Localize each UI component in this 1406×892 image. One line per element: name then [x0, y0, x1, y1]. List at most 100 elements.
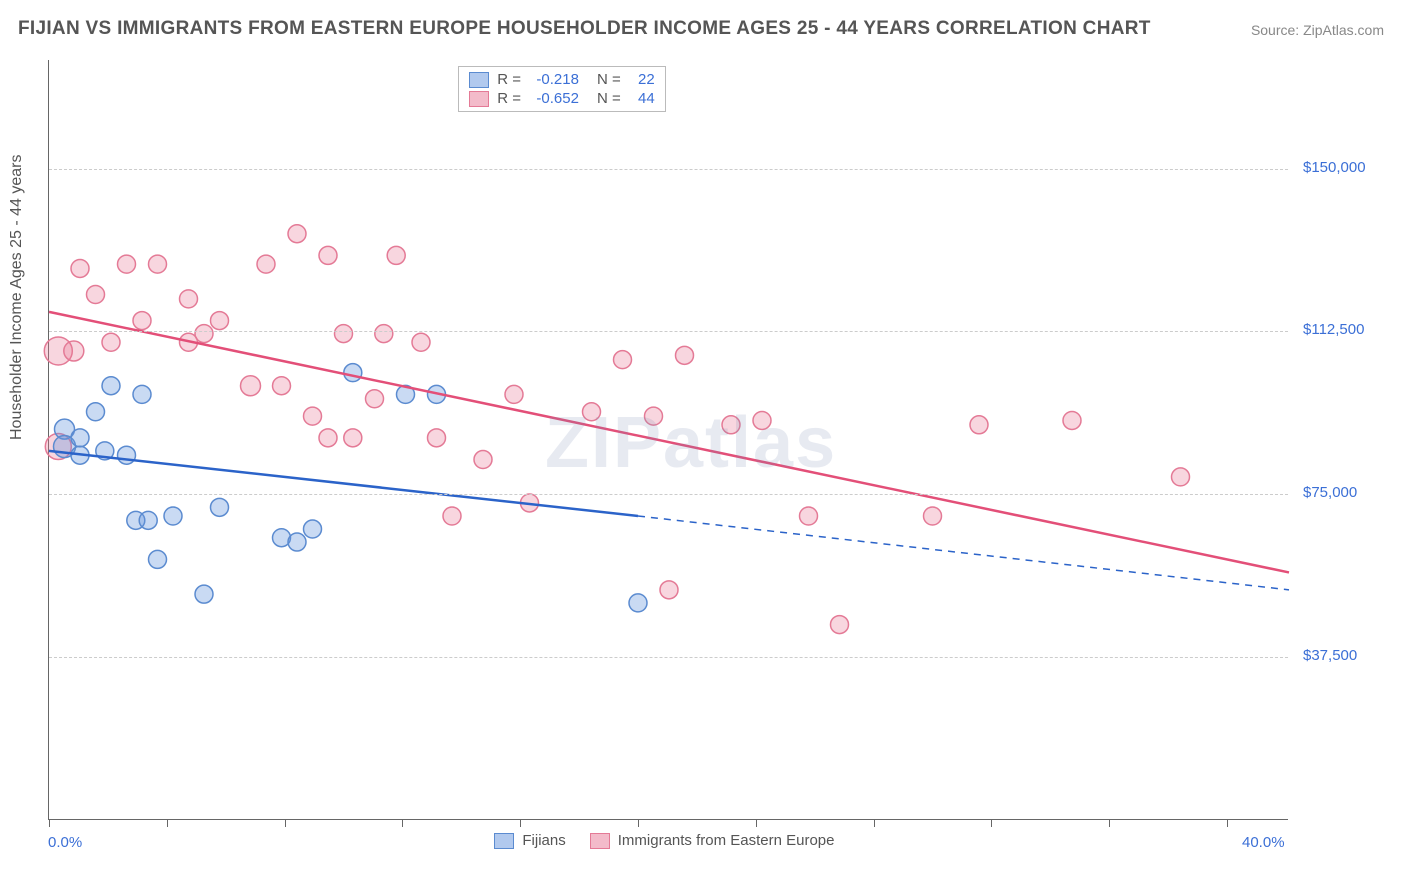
y-tick-label: $37,500 [1303, 647, 1357, 664]
y-tick-label: $112,500 [1303, 321, 1364, 338]
data-point [273, 377, 291, 395]
legend-stat-row: R = -0.652 N = 44 [469, 90, 655, 107]
y-tick-label: $150,000 [1303, 159, 1366, 176]
x-axis-max-label: 40.0% [1242, 834, 1285, 851]
plot-area: ZIPatlas R =-0.218N =22R =-0.652N =44 [48, 60, 1288, 820]
data-point [753, 411, 771, 429]
x-tick [1109, 819, 1110, 827]
data-point [180, 290, 198, 308]
data-point [645, 407, 663, 425]
stat-n-value: 44 [629, 90, 655, 107]
x-tick [402, 819, 403, 827]
stat-r-label: R = [497, 90, 521, 107]
x-tick [638, 819, 639, 827]
data-point [257, 255, 275, 273]
data-point [629, 594, 647, 612]
legend-swatch [469, 72, 489, 88]
data-point [139, 511, 157, 529]
data-point [71, 429, 89, 447]
gridline [49, 331, 1288, 332]
data-point [87, 286, 105, 304]
x-tick [991, 819, 992, 827]
data-point [164, 507, 182, 525]
legend-item: Immigrants from Eastern Europe [590, 832, 835, 849]
data-point [64, 341, 84, 361]
data-point [195, 325, 213, 343]
data-point [366, 390, 384, 408]
data-point [676, 346, 694, 364]
legend-stat-row: R = -0.218 N = 22 [469, 71, 655, 88]
data-point [211, 498, 229, 516]
data-point [474, 451, 492, 469]
data-point [304, 520, 322, 538]
stat-n-value: 22 [629, 71, 655, 88]
data-point [412, 333, 430, 351]
legend-item: Fijians [494, 832, 565, 849]
data-point [288, 533, 306, 551]
data-point [722, 416, 740, 434]
data-point [831, 616, 849, 634]
legend-swatch [590, 833, 610, 849]
data-point [800, 507, 818, 525]
x-tick [49, 819, 50, 827]
data-point [211, 312, 229, 330]
data-point [970, 416, 988, 434]
data-point [375, 325, 393, 343]
x-axis-min-label: 0.0% [48, 834, 82, 851]
gridline [49, 494, 1288, 495]
data-point [443, 507, 461, 525]
data-point [319, 429, 337, 447]
source-label: Source: ZipAtlas.com [1251, 22, 1384, 38]
data-point [428, 429, 446, 447]
gridline [49, 169, 1288, 170]
gridline [49, 657, 1288, 658]
data-point [924, 507, 942, 525]
legend-swatch [469, 91, 489, 107]
data-point [118, 255, 136, 273]
trend-line-eeurope [49, 312, 1289, 573]
data-point [133, 385, 151, 403]
stat-r-label: R = [497, 71, 521, 88]
stat-n-label: N = [597, 71, 621, 88]
data-point [387, 246, 405, 264]
stat-r-value: -0.218 [529, 71, 579, 88]
data-point [344, 364, 362, 382]
legend-series: Fijians Immigrants from Eastern Europe [494, 832, 834, 849]
data-point [133, 312, 151, 330]
legend-correlation-box: R = -0.218 N = 22 R = -0.652 N = 44 [458, 66, 666, 112]
stat-r-value: -0.652 [529, 90, 579, 107]
data-point [241, 376, 261, 396]
x-tick [167, 819, 168, 827]
data-point [288, 225, 306, 243]
data-point [1063, 411, 1081, 429]
y-tick-label: $75,000 [1303, 484, 1357, 501]
data-point [87, 403, 105, 421]
legend-label: Immigrants from Eastern Europe [618, 832, 835, 849]
data-point [102, 333, 120, 351]
trend-line-fijians [49, 451, 638, 516]
data-point [344, 429, 362, 447]
data-point [71, 259, 89, 277]
data-point [583, 403, 601, 421]
chart-title: FIJIAN VS IMMIGRANTS FROM EASTERN EUROPE… [18, 18, 1151, 40]
data-point [660, 581, 678, 599]
data-point [102, 377, 120, 395]
x-tick [1227, 819, 1228, 827]
data-point [149, 255, 167, 273]
data-point [118, 446, 136, 464]
x-tick [520, 819, 521, 827]
plot-svg [49, 60, 1288, 819]
data-point [614, 351, 632, 369]
data-point [195, 585, 213, 603]
y-axis-label: Householder Income Ages 25 - 44 years [8, 155, 26, 441]
data-point [319, 246, 337, 264]
data-point [335, 325, 353, 343]
data-point [304, 407, 322, 425]
data-point [1172, 468, 1190, 486]
stat-n-label: N = [597, 90, 621, 107]
data-point [149, 550, 167, 568]
data-point [505, 385, 523, 403]
legend-label: Fijians [522, 832, 565, 849]
chart-container: FIJIAN VS IMMIGRANTS FROM EASTERN EUROPE… [0, 0, 1406, 892]
x-tick [756, 819, 757, 827]
